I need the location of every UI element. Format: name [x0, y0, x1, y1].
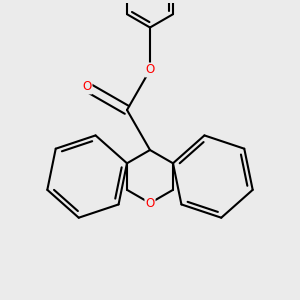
Text: O: O	[82, 80, 92, 94]
Text: O: O	[146, 196, 154, 210]
Text: O: O	[146, 63, 154, 76]
